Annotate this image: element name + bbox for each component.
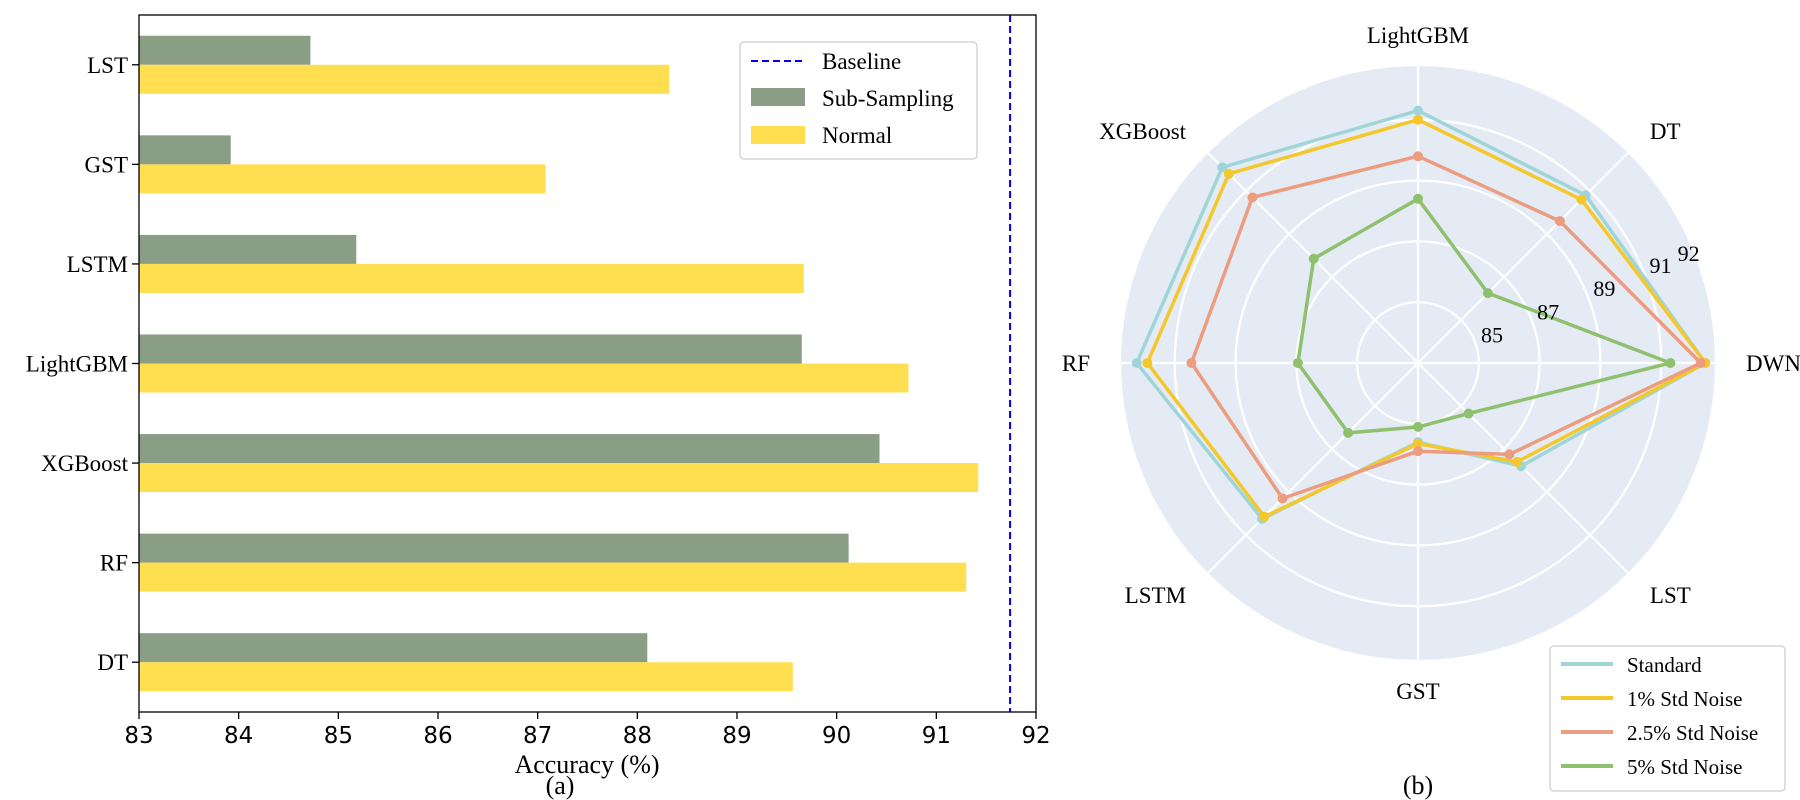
radar-point-5-std-noise-lstm [1343,427,1354,438]
radar-radial-tick-labels: 85 87 89 91 92 [1481,241,1700,347]
radar-axis-label-xgboost: XGBoost [1099,119,1187,144]
bar-sub-sampling-rf [139,533,849,563]
radar-point-1-std-noise-gst [1413,438,1423,449]
x-tick-label-86: 86 [423,723,452,749]
bar-sub-sampling-lightgbm [139,334,802,364]
legend-normal-swatch [751,126,805,144]
y-tick-label-gst: GST [85,152,128,177]
radar-point-2-5-std-noise-xgboost [1247,192,1258,203]
radar-point-standard-lightgbm [1413,105,1423,116]
radar-r-tick-92: 92 [1678,241,1700,266]
legend-1pct-label: 1% Std Noise [1627,687,1743,711]
bar-sub-sampling-lst [139,35,311,65]
radar-axis-label-gst: GST [1396,679,1439,704]
radar-axis-labels: DWN DT LightGBM XGBoost RF LSTM GST LST [1062,23,1800,704]
radar-point-5-std-noise-lst [1463,408,1474,419]
radar-spoke [1417,151,1630,364]
radar-spoke [1206,362,1419,575]
radar-axis-label-dwn: DWN [1746,351,1800,376]
radar-point-5-std-noise-gst [1413,421,1423,432]
radar-axis-label-lightgbm: LightGBM [1367,23,1469,48]
radar-axis-label-lstm: LSTM [1125,583,1186,608]
legend-2-5pct-label: 2.5% Std Noise [1627,721,1758,745]
panel-b-label: (b) [1403,771,1433,800]
x-tick-label-90: 90 [822,723,851,749]
bar-normal-lst [139,64,670,94]
radar-point-1-std-noise-lstm [1259,511,1270,522]
radar-point-1-std-noise-lightgbm [1413,114,1423,125]
legend-subsampling-label: Sub-Sampling [822,86,954,111]
bar-sub-sampling-gst [139,135,231,165]
radar-point-5-std-noise-dwn [1665,358,1676,368]
y-tick-label-lst: LST [87,53,128,78]
radar-point-2-5-std-noise-gst [1413,446,1423,457]
bar-normal-lstm [139,263,804,293]
radar-axis-label-lst: LST [1650,583,1691,608]
bar-sub-sampling-dt [139,633,648,663]
radar-grid [1118,63,1718,663]
panel-a-label: (a) [546,771,575,800]
radar-point-5-std-noise-lightgbm [1413,193,1423,204]
radar-point-1-std-noise-dt [1576,194,1587,205]
x-tick-label-85: 85 [324,723,353,749]
y-tick-label-dt: DT [97,650,128,675]
bar-normal-dt [139,662,793,692]
radar-series [1131,105,1711,524]
y-tick-label-lstm: LSTM [67,252,128,277]
radar-point-standard-xgboost [1217,162,1228,173]
legend-b-frame [1549,645,1786,792]
bar-sub-sampling-lstm [139,234,357,264]
radar-point-1-std-noise-lst [1511,456,1522,467]
x-tick-label-83: 83 [124,723,153,749]
bar-normal-rf [139,562,967,592]
x-tick-label-91: 91 [922,723,951,749]
y-tick-labels: LST GST LSTM LightGBM XGBoost RF DT [26,53,139,675]
legend-baseline-label: Baseline [822,49,901,74]
x-tick-label-92: 92 [1021,723,1050,749]
bar-normal-lightgbm [139,363,909,393]
radar-r-tick-89: 89 [1593,276,1615,301]
radar-point-2-5-std-noise-lightgbm [1413,151,1423,162]
radar-point-5-std-noise-xgboost [1308,253,1319,264]
radar-point-2-5-std-noise-dwn [1695,358,1706,368]
x-tick-label-88: 88 [623,723,652,749]
x-axis-title: Accuracy (%) [514,750,659,779]
radar-axis-label-dt: DT [1650,119,1681,144]
radar-point-2-5-std-noise-lst [1504,449,1515,460]
bar-normal-xgboost [139,463,979,493]
legend-subsampling-swatch [751,88,805,106]
radar-axis-label-rf: RF [1062,351,1090,376]
x-tick-label-84: 84 [224,723,253,749]
x-tick-labels: 83 84 85 86 87 88 89 90 91 92 [124,712,1051,749]
y-tick-label-lightgbm: LightGBM [26,352,128,377]
radar-point-2-5-std-noise-dt [1554,216,1565,227]
bar-sub-sampling-xgboost [139,434,880,464]
radar-point-2-5-std-noise-lstm [1277,493,1288,504]
bars-layer [139,35,979,692]
x-tick-label-87: 87 [523,723,552,749]
radar-r-tick-85: 85 [1481,323,1503,348]
panel-b-radar-chart: DWN DT LightGBM XGBoost RF LSTM GST LST 85 87 89 9… [1062,23,1800,800]
radar-r-tick-87: 87 [1537,299,1559,324]
legend-normal-label: Normal [822,123,892,148]
radar-r-tick-91: 91 [1650,253,1672,278]
legend-b: Standard 1% Std Noise 2.5% Std Noise 5% … [1549,645,1786,792]
radar-point-2-5-std-noise-rf [1186,358,1197,368]
y-tick-label-rf: RF [100,551,128,576]
legend-5pct-label: 5% Std Noise [1627,755,1743,779]
radar-point-5-std-noise-dt [1482,288,1493,299]
radar-point-1-std-noise-xgboost [1223,168,1234,179]
bar-normal-gst [139,164,546,194]
legend-standard-label: Standard [1627,653,1702,677]
radar-point-5-std-noise-rf [1292,358,1303,368]
legend-a: Baseline Sub-Sampling Normal [739,41,978,160]
x-tick-label-89: 89 [722,723,751,749]
panel-a-bar-chart: LST GST LSTM LightGBM XGBoost RF DT 83 84 85 86 87… [26,14,1051,800]
y-tick-label-xgboost: XGBoost [41,451,129,476]
radar-point-standard-rf [1131,358,1142,368]
radar-point-1-std-noise-rf [1142,358,1153,368]
